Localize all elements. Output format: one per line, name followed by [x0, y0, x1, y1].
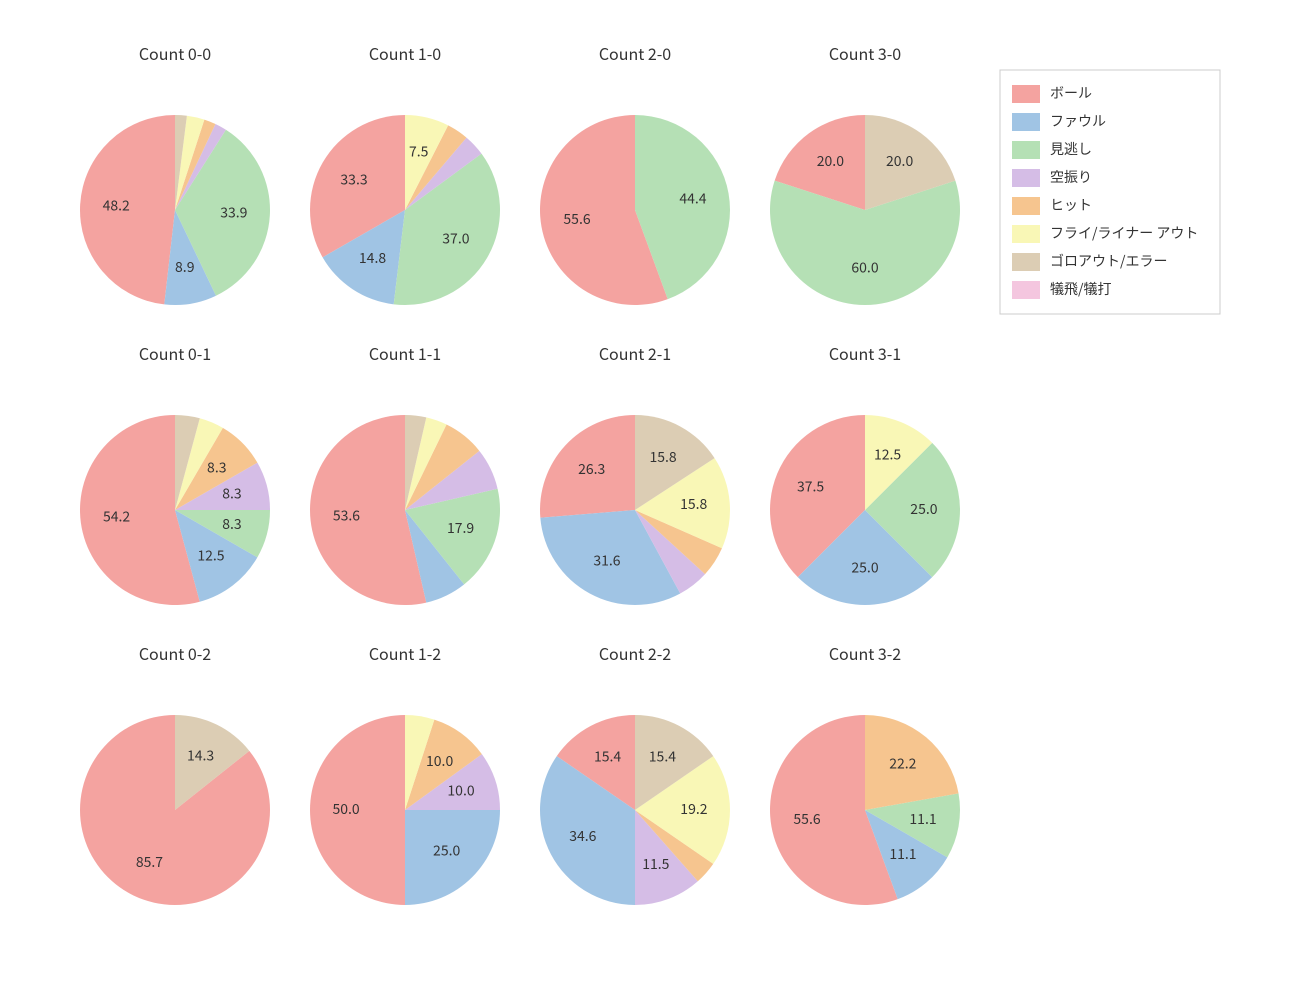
pie-slice-label: 11.1	[909, 809, 936, 829]
pie-chart: Count 2-0 55.6 44.4	[540, 41, 730, 305]
legend-label: ボール	[1050, 83, 1092, 103]
chart-title: Count 0-1	[139, 341, 211, 365]
pie-slice-label: 44.4	[679, 188, 706, 208]
pie-chart: Count 1-2 50.0 25.0 10.0 10.0	[310, 641, 500, 905]
pie-slice-label: 11.5	[642, 854, 669, 874]
pie-chart: Count 1-0 33.3 14.8 37.0 7.5	[310, 41, 500, 305]
pie-chart: Count 3-2 55.6 11.1 11.1 22.2	[770, 641, 960, 905]
pie-slice-label: 85.7	[136, 852, 163, 872]
chart-title: Count 1-0	[369, 41, 441, 65]
chart-title: Count 3-0	[829, 41, 901, 65]
pie-chart: Count 2-1 26.3 31.6 15.8 15.8	[540, 341, 730, 605]
pie-slice-label: 8.3	[222, 484, 241, 504]
pie-slice-label: 14.8	[359, 248, 386, 268]
legend-frame	[1000, 70, 1220, 314]
pie-slice-label: 20.0	[886, 151, 913, 171]
pie-chart: Count 1-1 53.6 17.9	[310, 341, 500, 605]
pie-slice-label: 20.0	[817, 151, 844, 171]
pie-slice-label: 15.8	[649, 447, 676, 467]
chart-title: Count 2-1	[599, 341, 671, 365]
pie-slice-label: 25.0	[433, 840, 460, 860]
legend-label: 犠飛/犠打	[1050, 279, 1112, 299]
pie-slice-label: 31.6	[593, 551, 620, 571]
chart-title: Count 3-1	[829, 341, 901, 365]
legend-label: ファウル	[1050, 111, 1106, 131]
legend-swatch	[1012, 141, 1040, 159]
legend-label: 見逃し	[1050, 139, 1092, 159]
pie-slice-label: 37.5	[797, 476, 824, 496]
pie-slice-label: 55.6	[563, 209, 590, 229]
legend-label: ゴロアウト/エラー	[1050, 251, 1168, 271]
chart-title: Count 0-0	[139, 41, 211, 65]
chart-title: Count 0-2	[139, 641, 211, 665]
pie-slice-label: 25.0	[910, 499, 937, 519]
pie-chart: Count 0-2 85.7 14.3	[80, 641, 270, 905]
pie-slice-label: 11.1	[889, 844, 916, 864]
pie-slice-label: 7.5	[409, 142, 429, 162]
pie-slice-label: 25.0	[851, 558, 878, 578]
chart-title: Count 2-0	[599, 41, 671, 65]
pie-slice-label: 33.9	[220, 202, 247, 222]
legend-swatch	[1012, 169, 1040, 187]
pie-chart: Count 3-1 37.5 25.0 25.0 12.5	[770, 341, 960, 605]
legend-swatch	[1012, 85, 1040, 103]
pie-slice-label: 10.0	[426, 751, 453, 771]
legend-label: ヒット	[1050, 195, 1092, 215]
pie-slice-label: 53.6	[333, 505, 360, 525]
pie-slice-label: 54.2	[103, 507, 130, 527]
pie-slice-label: 15.4	[649, 747, 676, 767]
pie-slice-label: 50.0	[332, 799, 359, 819]
pie-slice-label: 37.0	[442, 228, 469, 248]
legend-label: フライ/ライナー アウト	[1050, 223, 1198, 243]
pie-slice-label: 8.3	[222, 514, 241, 534]
chart-title: Count 1-2	[369, 641, 441, 665]
chart-title: Count 2-2	[599, 641, 671, 665]
pie-slice-label: 26.3	[578, 459, 605, 479]
chart-title: Count 3-2	[829, 641, 901, 665]
pie-slice-label: 10.0	[447, 781, 474, 801]
legend-swatch	[1012, 253, 1040, 271]
legend-swatch	[1012, 197, 1040, 215]
chart-canvas: Count 0-0 48.2 8.9 33.9 Count 1-0 33.3 14.8 37.…	[0, 0, 1300, 1000]
pie-slice-label: 12.5	[197, 545, 224, 565]
pie-chart: Count 0-0 48.2 8.9 33.9	[80, 41, 270, 305]
pie-slice-label: 19.2	[680, 799, 707, 819]
pie-slice-label: 33.3	[340, 169, 367, 189]
pie-slice-label: 15.8	[680, 494, 707, 514]
pie-slice-label: 34.6	[569, 826, 596, 846]
legend-swatch	[1012, 113, 1040, 131]
legend-swatch	[1012, 281, 1040, 299]
pie-slice-label: 60.0	[851, 258, 878, 278]
pie-slice-label: 17.9	[447, 518, 474, 538]
pie-slice-label: 8.3	[207, 457, 226, 477]
pie-chart: Count 3-0 20.0 60.0 20.0	[770, 41, 960, 305]
pie-chart: Count 2-2 15.4 34.6 11.5 19.2 15.4	[540, 641, 730, 905]
pie-slice-label: 22.2	[889, 754, 916, 774]
pie-slice-label: 12.5	[874, 444, 901, 464]
pie-grid-svg: Count 0-0 48.2 8.9 33.9 Count 1-0 33.3 14.8 37.…	[0, 0, 1300, 1000]
chart-title: Count 1-1	[369, 341, 441, 365]
pie-chart: Count 0-1 54.2 12.5 8.3 8.3 8.3	[80, 341, 270, 605]
pie-slice-label: 8.9	[175, 257, 195, 277]
pie-slice-label: 15.4	[594, 747, 621, 767]
legend: ボールファウル見逃し空振りヒットフライ/ライナー アウトゴロアウト/エラー犠飛/…	[1000, 70, 1220, 314]
pie-slice-label: 14.3	[187, 746, 214, 766]
pie-slice-label: 55.6	[793, 809, 820, 829]
legend-label: 空振り	[1050, 167, 1092, 187]
pie-slice-label: 48.2	[103, 195, 130, 215]
legend-swatch	[1012, 225, 1040, 243]
